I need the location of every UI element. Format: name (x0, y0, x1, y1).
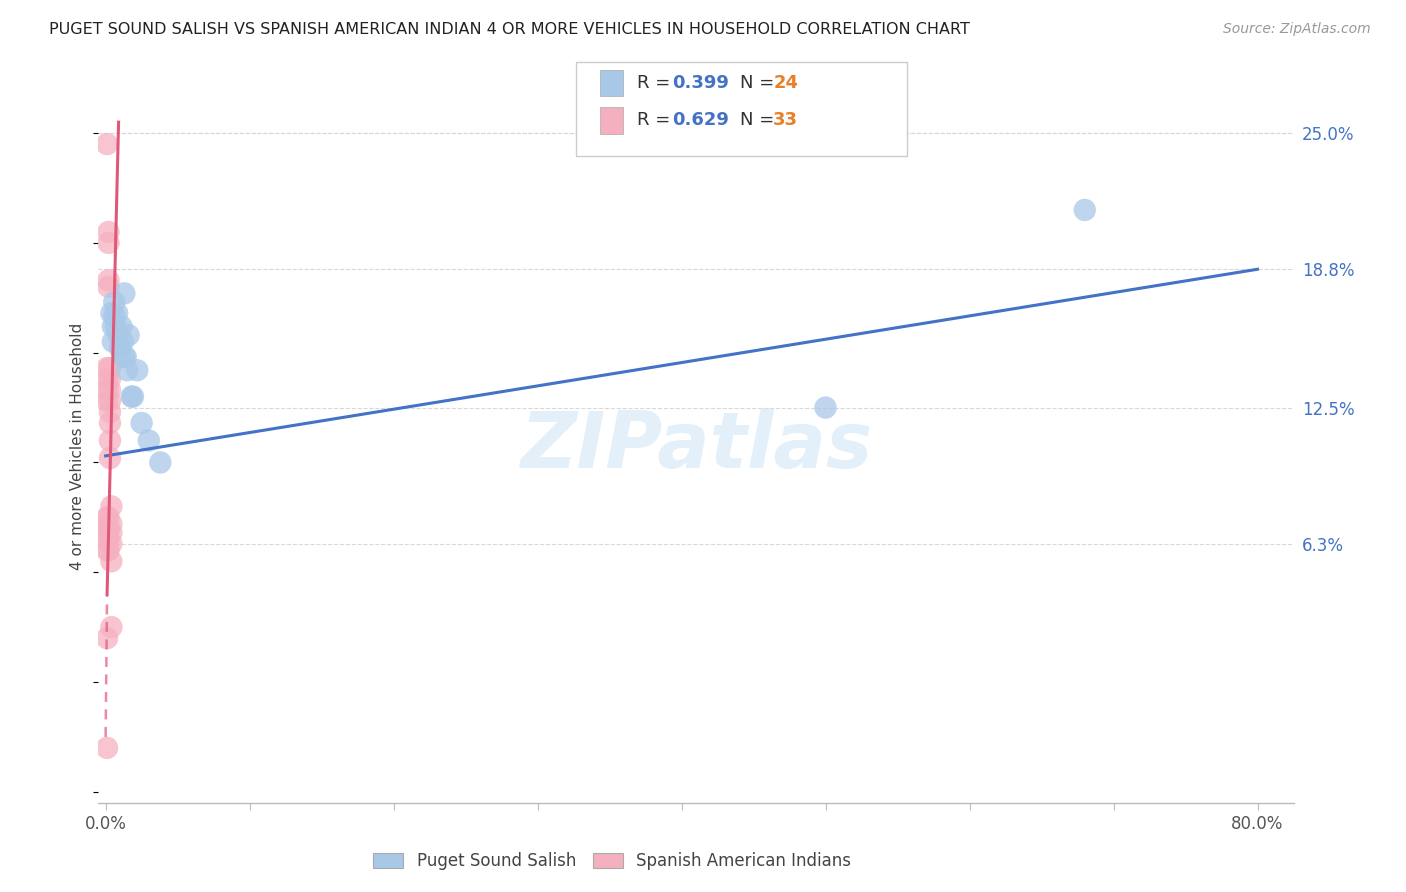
Point (97, 533, 120, 547)
Point (100, 620, 122, 634)
Point (100, 500, 122, 514)
Point (103, 295, 125, 310)
Point (105, 306, 128, 320)
Point (98, 451, 121, 466)
Legend: Puget Sound Salish, Spanish American Indians: Puget Sound Salish, Spanish American Ind… (367, 846, 858, 877)
Point (149, 455, 172, 469)
Text: N =: N = (740, 112, 779, 129)
Point (100, 537, 122, 551)
Point (118, 328, 141, 343)
Point (98, 394, 121, 409)
Text: 0.629: 0.629 (672, 112, 728, 129)
Point (814, 401, 837, 415)
Text: ZIPatlas: ZIPatlas (520, 408, 872, 484)
Point (103, 309, 125, 323)
Point (100, 306, 122, 320)
Point (97, 521, 120, 535)
Point (110, 319, 132, 334)
Point (127, 363, 149, 377)
Point (138, 434, 160, 448)
Text: Source: ZipAtlas.com: Source: ZipAtlas.com (1223, 22, 1371, 37)
Text: N =: N = (740, 74, 779, 92)
Point (115, 363, 138, 377)
Point (97, 543, 120, 558)
Point (97, 235, 120, 250)
Point (104, 319, 127, 334)
Point (98, 372, 121, 386)
Point (96, 521, 118, 535)
Point (122, 390, 145, 404)
Point (98, 383, 121, 397)
Point (100, 525, 122, 540)
Point (112, 350, 135, 364)
Point (96, 510, 118, 524)
Point (96, 394, 118, 409)
Point (131, 416, 153, 430)
Point (97, 225, 120, 239)
Point (114, 350, 136, 364)
Point (96, 533, 118, 547)
Point (98, 416, 121, 430)
Point (107, 328, 129, 343)
Point (98, 434, 121, 448)
Point (97, 510, 120, 524)
Point (101, 334, 124, 349)
Text: 33: 33 (773, 112, 799, 129)
Text: 0.399: 0.399 (672, 74, 728, 92)
Point (108, 341, 131, 355)
Text: 24: 24 (773, 74, 799, 92)
Point (96, 543, 118, 558)
Point (96, 631, 118, 645)
Text: PUGET SOUND SALISH VS SPANISH AMERICAN INDIAN 4 OR MORE VEHICLES IN HOUSEHOLD CO: PUGET SOUND SALISH VS SPANISH AMERICAN I… (49, 22, 970, 37)
Point (101, 319, 124, 334)
Point (96, 137, 118, 152)
Point (100, 554, 122, 568)
Point (96, 383, 118, 397)
Point (97, 273, 120, 287)
Point (100, 516, 122, 531)
Point (111, 334, 134, 349)
Point (1074, 202, 1097, 217)
Point (98, 361, 121, 376)
Point (96, 372, 118, 386)
Text: R =: R = (637, 74, 676, 92)
Point (97, 280, 120, 294)
Y-axis label: 4 or more Vehicles in Household: 4 or more Vehicles in Household (70, 322, 86, 570)
Point (121, 390, 143, 404)
Point (96, 740, 118, 755)
Point (112, 286, 135, 301)
Text: R =: R = (637, 112, 676, 129)
Point (96, 361, 118, 376)
Point (98, 405, 121, 419)
